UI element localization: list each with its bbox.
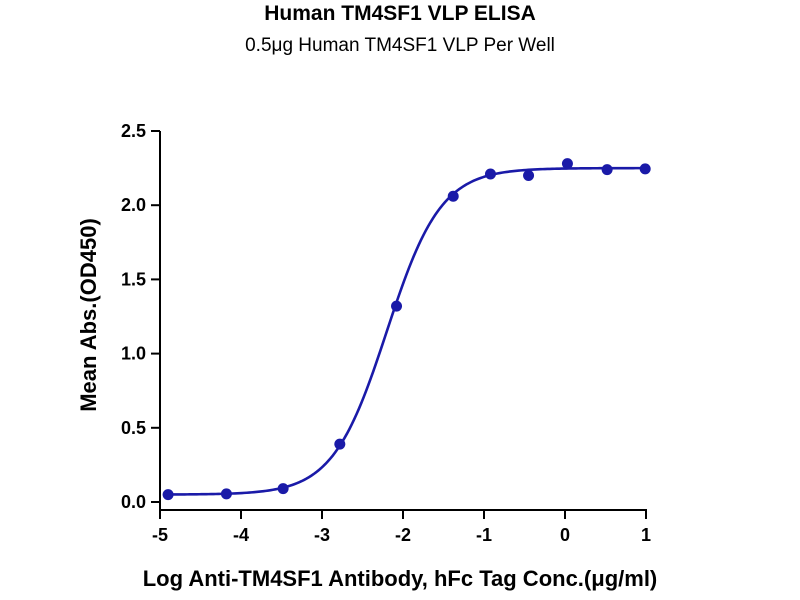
y-tick-label: 0.5 bbox=[121, 418, 146, 438]
data-point bbox=[391, 300, 403, 312]
data-point bbox=[523, 170, 535, 182]
y-tick-label: 2.0 bbox=[121, 195, 146, 215]
data-points-layer bbox=[162, 158, 651, 501]
x-tick-label: 1 bbox=[641, 525, 651, 545]
data-point bbox=[447, 190, 459, 202]
data-point bbox=[561, 158, 573, 170]
chart-subtitle: 0.5μg Human TM4SF1 VLP Per Well bbox=[245, 35, 555, 56]
chart-title: Human TM4SF1 VLP ELISA bbox=[264, 2, 536, 25]
x-tick-label: -3 bbox=[314, 525, 330, 545]
x-tick-label: -1 bbox=[476, 525, 492, 545]
axes: 0.0 0.5 1.0 1.5 2.0 2.5 -5 -4 -3 -2 -1 0 1 bbox=[121, 121, 651, 545]
data-point bbox=[334, 438, 346, 450]
y-tick-label: 1.0 bbox=[121, 344, 146, 364]
y-tick-label: 1.5 bbox=[121, 269, 146, 289]
x-tick-label: -2 bbox=[395, 525, 411, 545]
x-tick-label: 0 bbox=[560, 525, 570, 545]
fit-curve bbox=[168, 166, 646, 496]
y-tick-label: 2.5 bbox=[121, 121, 146, 141]
y-axis-label: Mean Abs.(OD450) bbox=[76, 218, 101, 412]
fit-curve-layer bbox=[168, 166, 646, 496]
y-tick-label: 0.0 bbox=[121, 492, 146, 512]
data-point bbox=[162, 489, 174, 501]
data-point bbox=[484, 168, 496, 180]
x-axis-label: Log Anti-TM4SF1 Antibody, hFc Tag Conc.(… bbox=[142, 566, 658, 591]
data-point bbox=[277, 483, 289, 495]
data-point bbox=[601, 164, 613, 176]
data-point bbox=[639, 163, 651, 175]
data-point bbox=[220, 488, 232, 500]
x-tick-label: -4 bbox=[233, 525, 249, 545]
x-tick-label: -5 bbox=[152, 525, 168, 545]
